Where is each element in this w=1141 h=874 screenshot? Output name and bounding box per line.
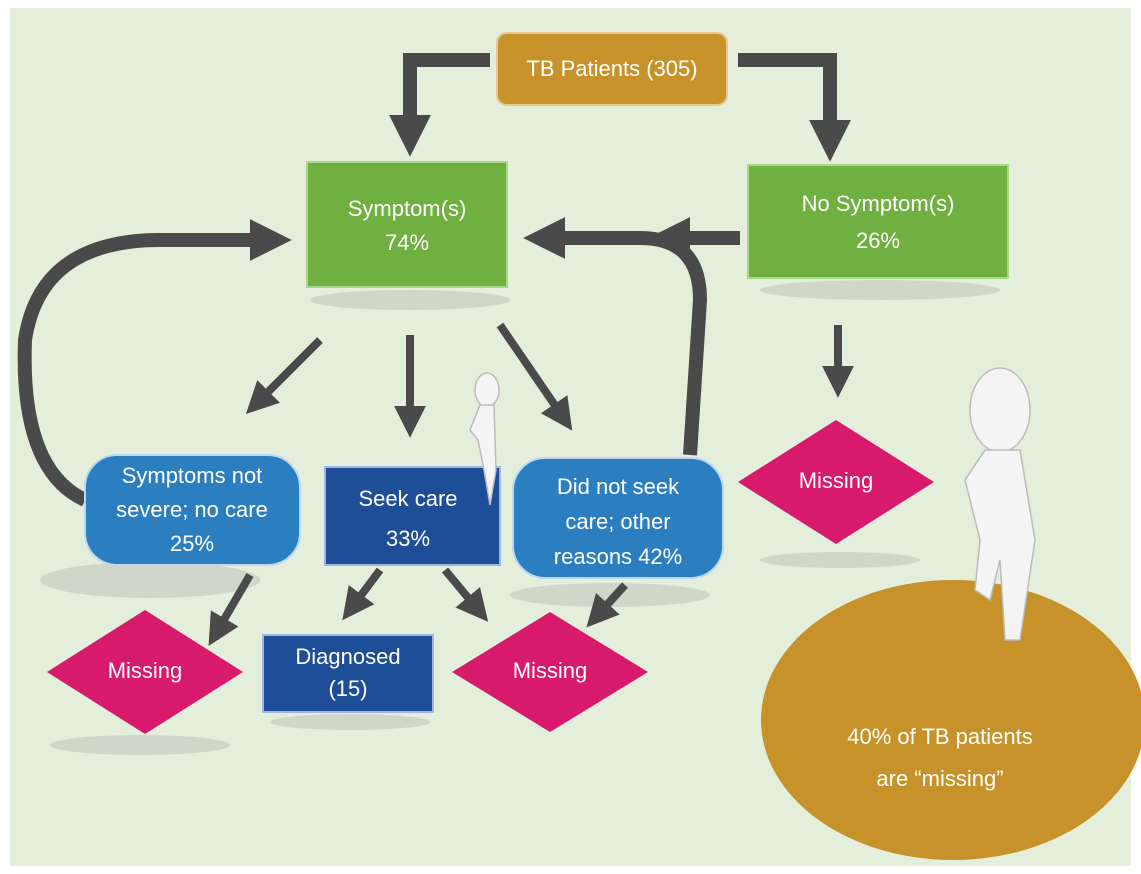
node-box [324,466,501,566]
arrow [441,567,489,622]
shadow [50,735,230,755]
shadow [760,552,920,568]
node-label: Missing [799,468,874,493]
arrow [17,219,292,507]
arrow [208,572,254,647]
node-box [306,161,508,288]
node-box [747,164,1009,279]
node-box [496,32,728,106]
node-label: 25% [170,531,214,556]
diamond [738,420,934,544]
node-label: Missing [513,658,588,683]
node-label: severe; no care [116,497,268,522]
node-label: Missing [108,658,183,683]
node-box [84,454,301,566]
node-label: TB Patients (305) [526,56,697,81]
node-label: 33% [386,526,430,551]
node-label: are “missing” [876,766,1003,791]
diamond [452,612,648,732]
shadow [760,280,1000,300]
node-label: (15) [328,676,367,701]
node-label: reasons 42% [554,544,682,569]
node-label: Seek care [358,486,457,511]
node-label: Symptoms not [122,463,263,488]
arrow [389,53,490,157]
node-label: No Symptom(s) [802,191,955,216]
node-label: 26% [856,228,900,253]
shadow [40,562,260,598]
arrow [523,217,708,456]
node-label: care; other [565,509,670,534]
arrow [738,53,851,162]
diamond [47,610,243,734]
ellipse [761,580,1141,860]
node-label: 74% [385,230,429,255]
node-label: Symptom(s) [348,196,467,221]
node-box [262,634,434,713]
node-label: 40% of TB patients [847,724,1033,749]
shadow [310,290,510,310]
shadow [270,714,430,730]
node-label: Diagnosed [295,644,400,669]
arrow [586,582,628,628]
figure [469,367,1036,641]
node-box [512,457,724,579]
arrow [342,567,384,621]
arrow [496,322,573,431]
arrow [245,337,323,415]
node-label: Did not seek [557,474,680,499]
